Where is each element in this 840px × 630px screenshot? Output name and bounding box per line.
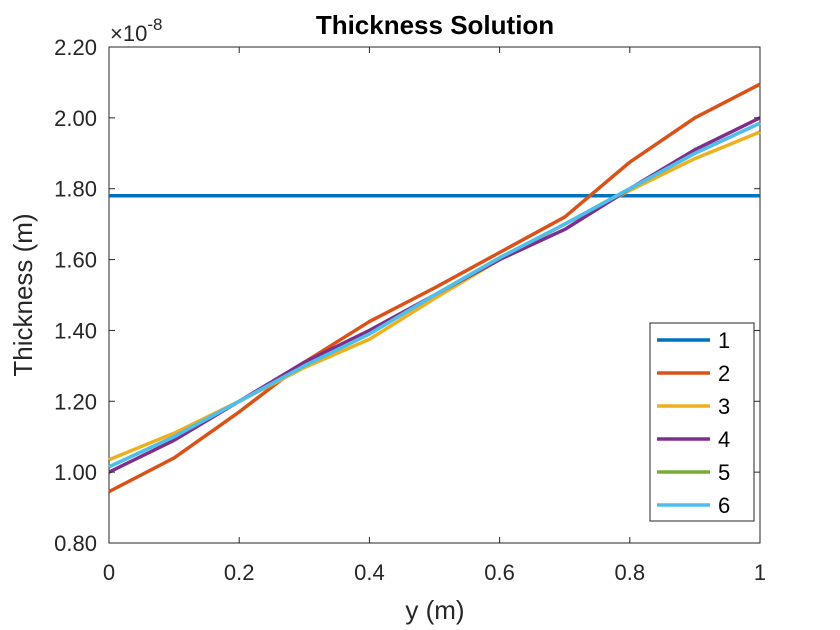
y-axis-ticks: 0.80 1.00 1.20 1.40 1.60 1.80 2.00 2.20 (54, 35, 760, 556)
x-tick-label: 0.6 (484, 560, 515, 585)
legend-label-6: 6 (718, 493, 730, 518)
y-tick-label: 2.20 (54, 35, 97, 60)
legend-label-2: 2 (718, 361, 730, 386)
legend-items: 1 2 3 4 5 6 (657, 328, 730, 518)
series-layer (108, 82, 761, 494)
legend[interactable]: 1 2 3 4 5 6 (649, 322, 755, 522)
x-tick-label: 1 (754, 560, 766, 585)
y-tick-label: 2.00 (54, 106, 97, 131)
legend-label-5: 5 (718, 460, 730, 485)
x-axis-label: y (m) (405, 595, 464, 625)
y-axis-label: Thickness (m) (8, 213, 38, 376)
legend-label-3: 3 (718, 394, 730, 419)
series-line-6 (108, 121, 761, 469)
y-axis-multiplier-base: ×10 (110, 21, 147, 46)
y-tick-label: 0.80 (54, 531, 97, 556)
legend-box (649, 322, 755, 522)
x-axis-ticks: 0 0.2 0.4 0.6 0.8 1 (103, 47, 766, 585)
y-axis-multiplier-exponent: -8 (147, 15, 162, 34)
chart-title: Thickness Solution (316, 10, 554, 40)
y-tick-label: 1.60 (54, 248, 97, 273)
legend-label-4: 4 (718, 427, 730, 452)
x-tick-label: 0.4 (354, 560, 385, 585)
y-tick-label: 1.00 (54, 460, 97, 485)
y-tick-label: 1.80 (54, 177, 97, 202)
y-tick-label: 1.20 (54, 389, 97, 414)
x-tick-label: 0.2 (224, 560, 255, 585)
x-tick-label: 0.8 (615, 560, 646, 585)
y-axis-multiplier: ×10-8 (110, 15, 162, 46)
legend-label-1: 1 (718, 328, 730, 353)
series-line-2 (108, 82, 761, 494)
x-tick-label: 0 (103, 560, 115, 585)
y-tick-label: 1.40 (54, 318, 97, 343)
